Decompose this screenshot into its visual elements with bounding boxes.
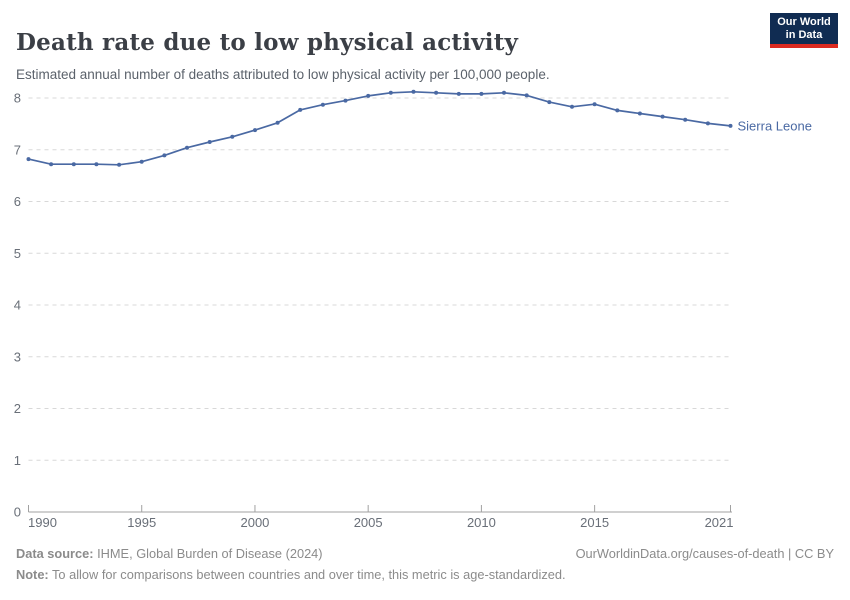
x-tick-label: 2015	[580, 515, 609, 530]
data-point[interactable]	[683, 117, 688, 122]
data-point[interactable]	[26, 157, 31, 162]
data-point[interactable]	[411, 89, 416, 94]
data-source: Data source: IHME, Global Burden of Dise…	[16, 546, 323, 561]
data-point[interactable]	[388, 90, 393, 95]
data-point[interactable]	[434, 90, 439, 95]
x-tick-label: 2005	[354, 515, 383, 530]
y-tick-label: 5	[14, 246, 21, 261]
y-tick-label: 8	[14, 91, 21, 106]
data-point[interactable]	[253, 128, 257, 133]
y-tick-label: 1	[14, 453, 21, 468]
data-point[interactable]	[298, 107, 303, 112]
data-point[interactable]	[524, 93, 529, 98]
y-tick-label: 4	[14, 298, 21, 313]
data-point[interactable]	[320, 102, 325, 107]
data-point[interactable]	[660, 114, 665, 119]
data-point[interactable]	[162, 153, 167, 158]
data-point[interactable]	[185, 145, 189, 150]
data-point[interactable]	[570, 104, 574, 109]
data-point[interactable]	[49, 162, 54, 167]
y-tick-label: 0	[14, 505, 21, 520]
chart-footer: Data source: IHME, Global Burden of Dise…	[16, 544, 834, 584]
y-tick-label: 6	[14, 194, 21, 209]
chart-note: Note: To allow for comparisons between c…	[16, 567, 566, 582]
data-point[interactable]	[592, 102, 597, 107]
y-tick-label: 2	[14, 401, 21, 416]
x-tick-label: 2021	[705, 515, 734, 530]
data-point[interactable]	[71, 162, 76, 167]
data-point[interactable]	[637, 111, 642, 116]
chart-subtitle: Estimated annual number of deaths attrib…	[16, 66, 550, 82]
data-point[interactable]	[207, 140, 212, 144]
owid-logo-line1: Our World	[777, 15, 831, 28]
x-tick-label: 2010	[467, 515, 496, 530]
data-point[interactable]	[479, 91, 484, 96]
x-tick-label: 2000	[240, 515, 269, 530]
data-point[interactable]	[728, 123, 733, 128]
owid-logo-line2: in Data	[785, 28, 823, 41]
chart-title: Death rate due to low physical activity	[16, 29, 519, 57]
data-point[interactable]	[705, 121, 710, 126]
y-tick-label: 3	[14, 349, 21, 364]
data-point[interactable]	[343, 98, 348, 103]
data-point[interactable]	[139, 159, 144, 164]
y-tick-label: 7	[14, 142, 21, 157]
data-point[interactable]	[230, 134, 235, 139]
series-line	[27, 90, 732, 166]
credit-link[interactable]: OurWorldinData.org/causes-of-death | CC …	[575, 546, 834, 561]
x-tick-label: 1995	[127, 515, 156, 530]
entity-label[interactable]: Sierra Leone	[738, 118, 812, 133]
data-point[interactable]	[275, 120, 280, 125]
x-tick-label: 1990	[28, 515, 57, 530]
data-point[interactable]	[615, 108, 620, 113]
data-point[interactable]	[117, 162, 122, 167]
data-point[interactable]	[502, 90, 506, 95]
data-point[interactable]	[366, 93, 371, 98]
data-point[interactable]	[547, 100, 552, 105]
owid-logo[interactable]: Our World in Data	[770, 13, 838, 48]
data-point[interactable]	[456, 91, 461, 96]
data-point[interactable]	[94, 162, 99, 167]
